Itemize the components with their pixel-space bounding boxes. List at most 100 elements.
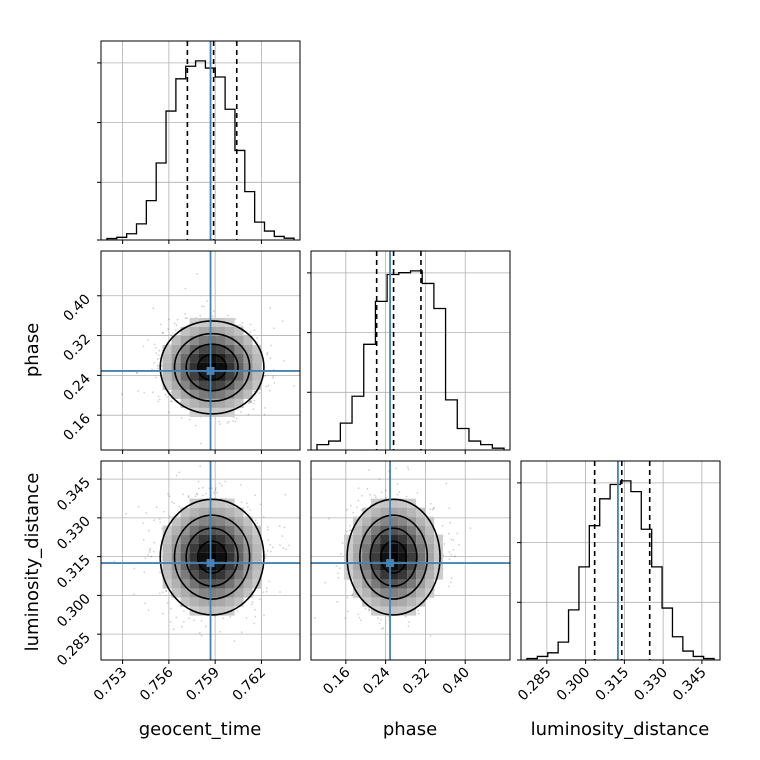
density-cell <box>216 561 226 571</box>
sample-point <box>144 557 147 560</box>
density-cell <box>362 561 372 571</box>
contour-3 <box>346 498 441 616</box>
sample-point <box>266 353 268 356</box>
sample-point <box>147 609 150 611</box>
sample-point <box>202 494 204 497</box>
sample-point <box>269 357 272 360</box>
sample-point <box>144 602 147 605</box>
panel-frame <box>520 460 721 661</box>
density-cell <box>207 606 217 616</box>
sample-point <box>384 489 387 492</box>
density-cell <box>353 570 363 580</box>
sample-point <box>249 323 252 326</box>
sample-point <box>170 391 173 394</box>
x-tick-label-luminosity-distance: 0.330 <box>631 665 671 705</box>
density-cell <box>398 606 408 616</box>
sample-point <box>176 318 179 321</box>
sample-point <box>149 547 152 550</box>
sample-point <box>281 535 284 537</box>
sample-point <box>380 627 383 630</box>
sample-point <box>148 529 150 532</box>
sample-point <box>380 618 382 621</box>
sample-point <box>158 518 161 520</box>
density-cell <box>189 534 199 544</box>
density-cell <box>353 579 363 589</box>
density-cell <box>225 552 235 562</box>
sample-point <box>201 305 203 308</box>
density-cell <box>344 552 354 562</box>
sample-point <box>205 625 207 628</box>
density-cell <box>344 543 354 553</box>
sample-point <box>168 495 171 498</box>
density-cell <box>198 344 208 354</box>
sample-point <box>346 610 349 613</box>
sample-point <box>349 504 352 507</box>
sample-point <box>145 512 147 514</box>
sample-point <box>252 408 255 411</box>
sample-point <box>198 631 201 634</box>
density-cell <box>207 407 217 417</box>
sample-point <box>268 389 271 392</box>
sample-point <box>253 622 256 625</box>
sample-point <box>352 511 355 514</box>
density-cell <box>234 579 244 589</box>
density-cell <box>398 543 408 553</box>
density-cell <box>198 516 208 526</box>
sample-point <box>218 420 221 423</box>
density-cell <box>252 543 262 553</box>
sample-point <box>229 615 232 618</box>
histogram-geocent-time <box>106 60 295 240</box>
density-cell <box>171 552 181 562</box>
sample-point <box>449 581 452 584</box>
panel-luminosity-distance-vs-geocent-time <box>101 461 300 660</box>
density-cell <box>189 552 199 562</box>
sample-point <box>175 616 178 619</box>
sample-point <box>266 528 269 531</box>
density-cell <box>180 570 190 580</box>
density-cell <box>207 597 217 607</box>
sample-point <box>269 307 272 309</box>
sample-point <box>142 345 145 348</box>
sample-point <box>187 495 190 497</box>
density-cell <box>389 534 399 544</box>
density-cell <box>362 588 372 598</box>
sample-point <box>469 527 472 530</box>
sample-point <box>148 551 151 553</box>
sample-point <box>346 508 348 511</box>
density-cell <box>243 344 253 354</box>
density-cell <box>189 570 199 580</box>
sample-point <box>197 480 200 483</box>
sample-point <box>194 495 197 498</box>
density-cell <box>198 407 208 417</box>
density-cell <box>362 507 372 517</box>
density-cell <box>234 353 244 363</box>
sample-point <box>137 505 140 508</box>
sample-point <box>351 594 354 597</box>
density-cell <box>225 597 235 607</box>
sample-point <box>404 615 407 618</box>
density-cell <box>162 534 172 544</box>
density-cell <box>180 398 190 408</box>
density-cell <box>207 380 217 390</box>
sample-point <box>155 352 158 355</box>
sample-point <box>364 608 367 610</box>
sample-point <box>382 627 385 630</box>
density-cell <box>225 353 235 363</box>
density-cell <box>389 588 399 598</box>
x-tick-label-phase: 0.16 <box>320 664 353 697</box>
density-cell <box>207 516 217 526</box>
density-cell <box>207 389 217 399</box>
density-cell <box>252 362 262 372</box>
density-cell <box>189 407 199 417</box>
density-cell <box>162 353 172 363</box>
density-cell <box>198 570 208 580</box>
sample-point <box>272 546 274 549</box>
sample-point <box>429 508 432 511</box>
sample-point <box>259 503 262 506</box>
density-cell <box>371 543 381 553</box>
density-cell <box>189 579 199 589</box>
sample-point <box>182 621 185 623</box>
sample-point <box>240 631 243 634</box>
density-cell <box>407 561 417 571</box>
sample-point <box>279 591 281 593</box>
